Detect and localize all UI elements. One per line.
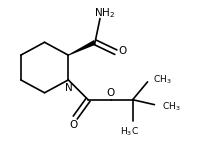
Text: NH$_2$: NH$_2$ bbox=[94, 7, 115, 20]
Text: N: N bbox=[65, 83, 73, 93]
Text: CH$_3$: CH$_3$ bbox=[153, 74, 172, 86]
Text: H$_3$C: H$_3$C bbox=[120, 125, 139, 138]
Text: O: O bbox=[69, 120, 77, 130]
Text: CH$_3$: CH$_3$ bbox=[162, 100, 181, 113]
Polygon shape bbox=[68, 40, 96, 56]
Text: O: O bbox=[107, 88, 115, 98]
Text: O: O bbox=[119, 46, 127, 56]
